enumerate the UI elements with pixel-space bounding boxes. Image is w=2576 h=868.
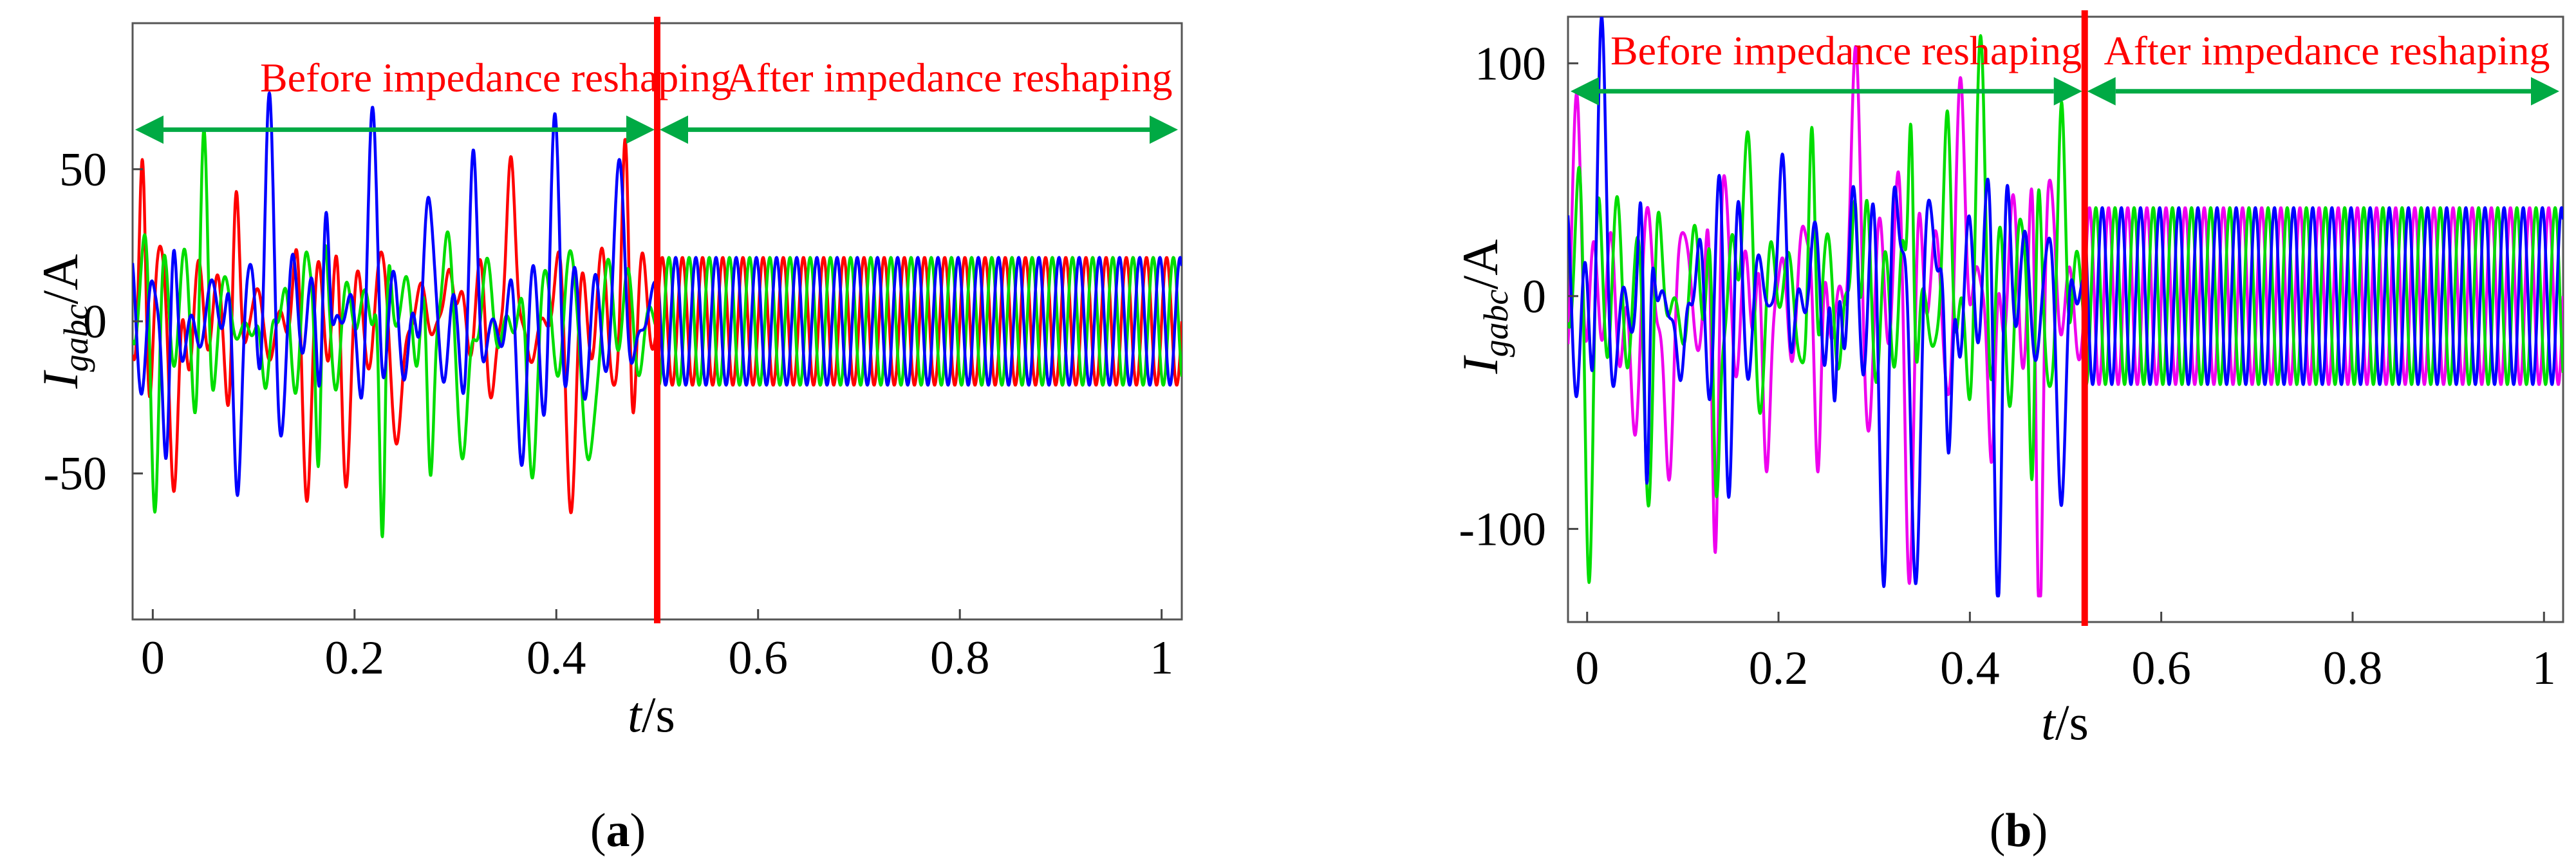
chart-a-arrow-after-head-left: [660, 115, 688, 144]
chart-a-caption: (a): [590, 804, 646, 857]
chart-a-x-tick-label: 0.8: [930, 632, 990, 684]
chart-a-x-tick-label: 0.2: [325, 632, 385, 684]
chart-b-x-tick-label: 0: [1575, 642, 1599, 695]
chart-b-x-tick-label: 0.4: [1940, 642, 2000, 695]
chart-b-caption: (b): [1990, 804, 2048, 857]
chart-a-annotation-before: Before impedance reshaping: [260, 55, 731, 100]
chart-b-arrow-after-head-left: [2087, 77, 2116, 106]
chart-b-x-tick-label: 0.8: [2323, 642, 2383, 695]
chart-a-y-tick-label: 50: [59, 144, 107, 196]
chart-a-x-tick-label: 0.4: [527, 632, 586, 684]
chart-b-x-tick-label: 0.2: [1749, 642, 1809, 695]
chart-b: 0 0.2 0.4 0.6 0.8 1 -100 0 100 Before impedance …: [1452, 10, 2564, 857]
chart-b-series-phase-b: [1568, 34, 2563, 584]
chart-b-series-phase-c: [1568, 17, 2563, 598]
chart-a-y-axis-label: Igabc/A: [32, 254, 95, 390]
chart-b-x-tick-label: 1: [2532, 642, 2556, 695]
chart-a-x-tick-label: 1: [1150, 632, 1173, 684]
chart-b-y-tick-label: -100: [1459, 503, 1546, 556]
chart-b-y-tick-label: 100: [1475, 37, 1546, 90]
chart-b-y-axis-label: Igabc/A: [1452, 240, 1515, 375]
chart-b-ticks: 0 0.2 0.4 0.6 0.8 1 -100 0 100: [1459, 37, 2555, 695]
chart-b-annotation-arrows: [1571, 77, 2559, 106]
chart-a-arrow-before-head-right: [626, 115, 655, 144]
chart-a-arrow-before-head-left: [135, 115, 163, 144]
chart-a-ticks: 0 0.2 0.4 0.6 0.8 1 -50 0 50: [43, 144, 1173, 684]
chart-b-arrow-after-head-right: [2531, 77, 2559, 106]
chart-a-x-axis-label: t/s: [628, 686, 675, 742]
chart-b-y-tick-label: 0: [1522, 270, 1546, 323]
chart-a-y-tick-label: 0: [83, 296, 107, 348]
chart-a-annotation-arrows: [135, 115, 1178, 144]
chart-a-arrow-after-head-right: [1150, 115, 1178, 144]
chart-a-x-tick-label: 0: [141, 632, 165, 684]
chart-a: 0 0.2 0.4 0.6 0.8 1 -50 0 50 Before impedance re…: [32, 17, 1183, 857]
chart-b-arrow-before-head-left: [1571, 77, 1599, 106]
chart-b-series: [1568, 17, 2563, 598]
chart-a-annotation-after: After impedance reshaping: [726, 55, 1172, 100]
chart-b-annotation-after: After impedance reshaping: [2104, 28, 2550, 73]
chart-b-x-tick-label: 0.6: [2131, 642, 2191, 695]
chart-b-annotation-before: Before impedance reshaping: [1610, 28, 2082, 73]
chart-b-x-axis-label: t/s: [2041, 694, 2089, 750]
chart-a-x-tick-label: 0.6: [728, 632, 788, 684]
chart-b-arrow-before-head-right: [2053, 77, 2082, 106]
chart-a-y-tick-label: -50: [43, 448, 107, 500]
